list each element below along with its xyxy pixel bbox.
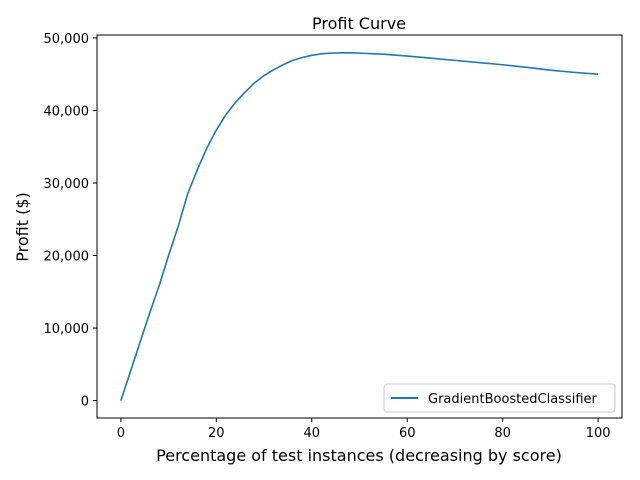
x-tick-label: 40: [303, 426, 320, 441]
legend-box: [383, 383, 616, 413]
axes-frame: [96, 34, 623, 419]
x-tick-label: 60: [399, 426, 416, 441]
y-tick-label: 50,000: [44, 32, 90, 47]
y-tick-label: 20,000: [44, 250, 90, 265]
y-tick-label: 40,000: [44, 104, 90, 119]
x-tick-label: 20: [208, 426, 225, 441]
series-line-gradientboostedclassifier: [120, 51, 599, 401]
y-axis-label: Profit ($): [13, 192, 32, 261]
series-layer: [120, 51, 599, 401]
x-tick-label: 80: [494, 426, 511, 441]
y-tick-label: 0: [81, 395, 89, 410]
chart-title: Profit Curve: [312, 14, 406, 33]
x-axis-ticks: 0 20 40 60 80 100: [117, 418, 611, 441]
x-tick-label: 100: [586, 426, 611, 441]
y-tick-label: 30,000: [44, 177, 90, 192]
y-axis-ticks: 0 10,000 20,000 30,000 40,000 50,000: [44, 32, 97, 410]
x-axis-label: Percentage of test instances (decreasing…: [156, 446, 562, 465]
plot-area: [96, 34, 623, 419]
legend: GradientBoostedClassifier: [383, 383, 616, 413]
legend-label-gradientboostedclassifier: GradientBoostedClassifier: [428, 392, 598, 407]
x-tick-label: 0: [117, 426, 125, 441]
y-tick-label: 10,000: [44, 322, 90, 337]
